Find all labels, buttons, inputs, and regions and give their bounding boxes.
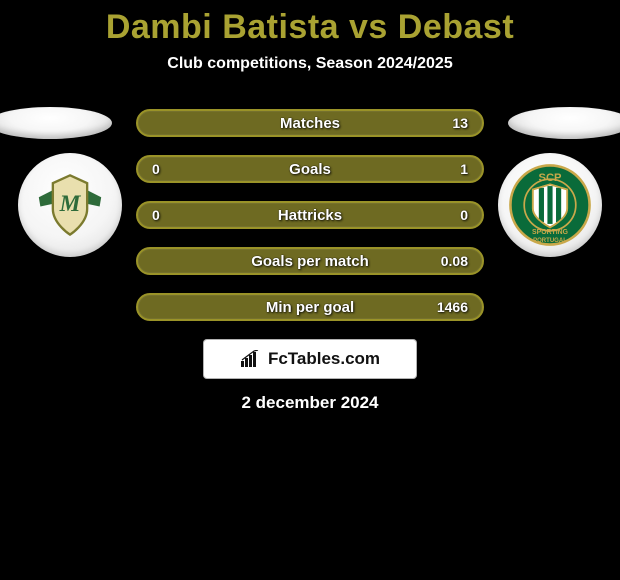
stat-label: Goals (289, 161, 331, 178)
page-title: Dambi Batista vs Debast (0, 0, 620, 47)
player-right-oval (508, 107, 620, 139)
stat-label: Goals per match (251, 253, 369, 270)
stat-row-hattricks: 0 Hattricks 0 (136, 201, 484, 229)
moreirense-crest-icon: M (31, 166, 109, 244)
stat-label: Matches (280, 115, 340, 132)
stat-row-goals: 0 Goals 1 (136, 155, 484, 183)
stat-row-matches: Matches 13 (136, 109, 484, 137)
club-right-badge: SCP SPORTING PORTUGAL (498, 153, 602, 257)
player-left-oval (0, 107, 112, 139)
bar-chart-icon (240, 350, 262, 368)
svg-text:SCP: SCP (539, 172, 563, 184)
club-left-badge: M (18, 153, 122, 257)
snapshot-date: 2 december 2024 (0, 393, 620, 413)
stat-right-value: 13 (428, 115, 468, 131)
stat-right-value: 0.08 (428, 253, 468, 269)
sporting-cp-crest-icon: SCP SPORTING PORTUGAL (507, 162, 593, 248)
stat-left-value: 0 (152, 207, 192, 223)
stat-label: Min per goal (266, 299, 354, 316)
competition-subtitle: Club competitions, Season 2024/2025 (0, 55, 620, 73)
svg-text:SPORTING: SPORTING (532, 229, 568, 236)
watermark-text: FcTables.com (268, 349, 380, 369)
stat-right-value: 0 (428, 207, 468, 223)
svg-text:M: M (59, 191, 82, 217)
watermark: FcTables.com (203, 339, 417, 379)
stat-rows: Matches 13 0 Goals 1 0 Hattricks 0 Goals… (136, 95, 484, 321)
stat-left-value: 0 (152, 161, 192, 177)
stat-right-value: 1466 (428, 299, 468, 315)
comparison-stage: M SCP SPORTING PORTUGAL Matches 13 0 (0, 95, 620, 413)
stat-row-goals-per-match: Goals per match 0.08 (136, 247, 484, 275)
stat-label: Hattricks (278, 207, 342, 224)
stat-right-value: 1 (428, 161, 468, 177)
svg-text:PORTUGAL: PORTUGAL (533, 238, 567, 244)
stat-row-min-per-goal: Min per goal 1466 (136, 293, 484, 321)
